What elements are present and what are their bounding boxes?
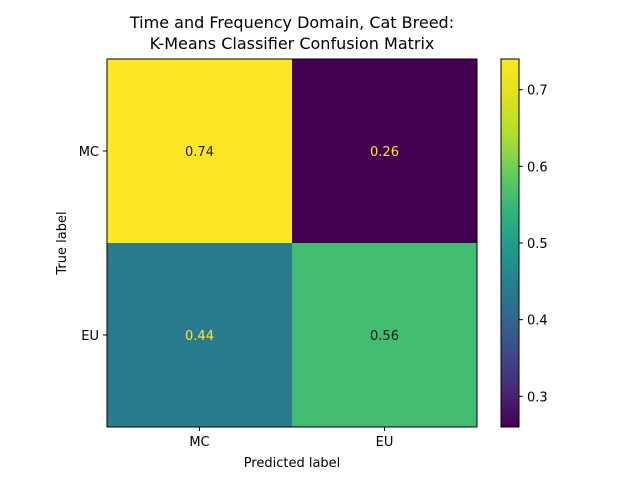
colorbar-tick-label: 0.6 (527, 160, 548, 175)
matrix-cell (107, 59, 293, 244)
y-tick-label: MC (79, 145, 99, 160)
colorbar-tick-label: 0.3 (527, 390, 548, 405)
colorbar-tick-label: 0.5 (527, 237, 548, 252)
chart-title-line-1: Time and Frequency Domain, Cat Breed: (129, 13, 454, 32)
colorbar-tick-label: 0.7 (527, 84, 548, 99)
x-axis-label: Predicted label (244, 456, 341, 471)
matrix-cell (107, 243, 293, 428)
colorbar (500, 58, 520, 428)
matrix-cells: 0.74 0.26 0.44 0.56 (107, 59, 478, 428)
x-tick-label: MC (189, 435, 209, 450)
matrix-cell (292, 243, 478, 428)
chart-title-line-2: K-Means Classifier Confusion Matrix (150, 34, 435, 53)
x-tick-label: EU (376, 435, 394, 450)
axis-ticks: MC EU MC EU (79, 145, 394, 450)
matrix-cell-value: 0.26 (370, 145, 399, 160)
colorbar-ticks: 0.3 0.4 0.5 0.6 0.7 (519, 84, 548, 405)
matrix-cell-value: 0.74 (185, 145, 214, 160)
matrix-cell-value: 0.44 (185, 329, 214, 344)
y-tick-label: EU (81, 329, 99, 344)
matrix-cell-value: 0.56 (370, 329, 399, 344)
y-axis-label: True label (55, 211, 70, 275)
matrix-cell (292, 59, 478, 244)
colorbar-tick-label: 0.4 (527, 314, 548, 329)
matrix-frame (106, 58, 478, 428)
